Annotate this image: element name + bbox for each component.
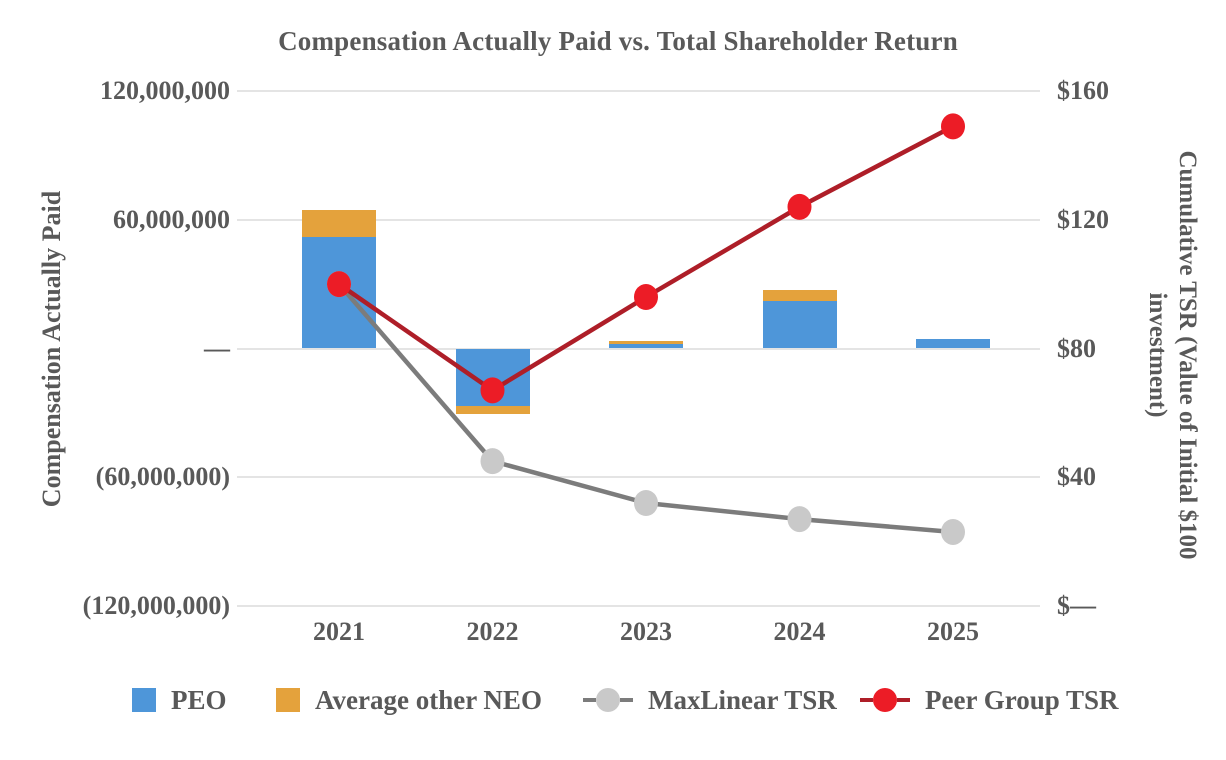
right-tick-1: $120 [1057, 204, 1109, 234]
gridline-0 [237, 90, 1040, 92]
legend-line-marker-icon [583, 688, 633, 712]
peer-group-tsr-marker-2025 [941, 113, 965, 140]
neo-bar-2021 [302, 209, 376, 237]
chart-title: Compensation Actually Paid vs. Total Sha… [278, 26, 958, 56]
neo-bar-2024 [762, 290, 837, 302]
gridline-4 [237, 605, 1040, 607]
x-label-2024: 2024 [773, 617, 826, 646]
neo-bar-2023 [609, 340, 683, 344]
right-tick-4: $— [1057, 591, 1096, 620]
x-label-2021: 2021 [313, 617, 365, 646]
peo-bar-2023 [609, 343, 683, 349]
neo-bar-2022 [455, 406, 530, 415]
peo-bar-2024 [762, 301, 837, 349]
legend-label: Average other NEO [315, 684, 542, 715]
peer-group-tsr-line [337, 124, 955, 394]
x-label-2023: 2023 [620, 617, 672, 646]
gridline-3 [237, 476, 1040, 479]
legend-line-marker-icon [860, 688, 910, 712]
legend-item-peer-group-tsr: Peer Group TSR [860, 684, 1119, 716]
legend-item-maxlinear-tsr: MaxLinear TSR [583, 684, 837, 716]
gridline-1 [237, 218, 1040, 221]
legend-swatch-icon [276, 688, 300, 712]
peer-group-tsr-marker-2024 [787, 193, 812, 220]
gridline-2 [237, 347, 1040, 350]
right-tick-0: $160 [1057, 76, 1109, 105]
left-tick-0: 120,000,000 [100, 76, 230, 105]
legend-swatch-icon [132, 688, 156, 712]
maxlinear-tsr-marker-2023 [634, 490, 658, 516]
peer-group-tsr-marker-2022 [480, 377, 505, 404]
legend-label: Peer Group TSR [925, 684, 1119, 715]
maxlinear-tsr-marker-2022 [480, 448, 505, 475]
peo-bar-2025 [916, 338, 990, 349]
left-tick-1: 60,000,000 [113, 204, 230, 234]
legend-item-peo: PEO [132, 684, 227, 716]
left-tick-2: — [204, 333, 230, 363]
right-tick-3: $40 [1057, 462, 1096, 492]
peer-group-tsr-marker-2023 [634, 284, 658, 310]
legend-label: MaxLinear TSR [648, 684, 837, 715]
peer-group-tsr-marker-2021 [327, 271, 351, 298]
plot-area [237, 90, 1040, 607]
maxlinear-tsr-marker-2024 [787, 506, 812, 533]
legend-item-average-other-neo: Average other NEO [276, 684, 542, 716]
line-layer [327, 113, 965, 545]
left-tick-4: (120,000,000) [82, 591, 230, 620]
left-tick-3: (60,000,000) [95, 462, 230, 492]
maxlinear-tsr-marker-2025 [941, 518, 965, 545]
x-label-2025: 2025 [927, 617, 979, 646]
legend-label: PEO [171, 684, 227, 715]
right-tick-2: $80 [1057, 333, 1096, 363]
x-label-2022: 2022 [466, 617, 519, 646]
